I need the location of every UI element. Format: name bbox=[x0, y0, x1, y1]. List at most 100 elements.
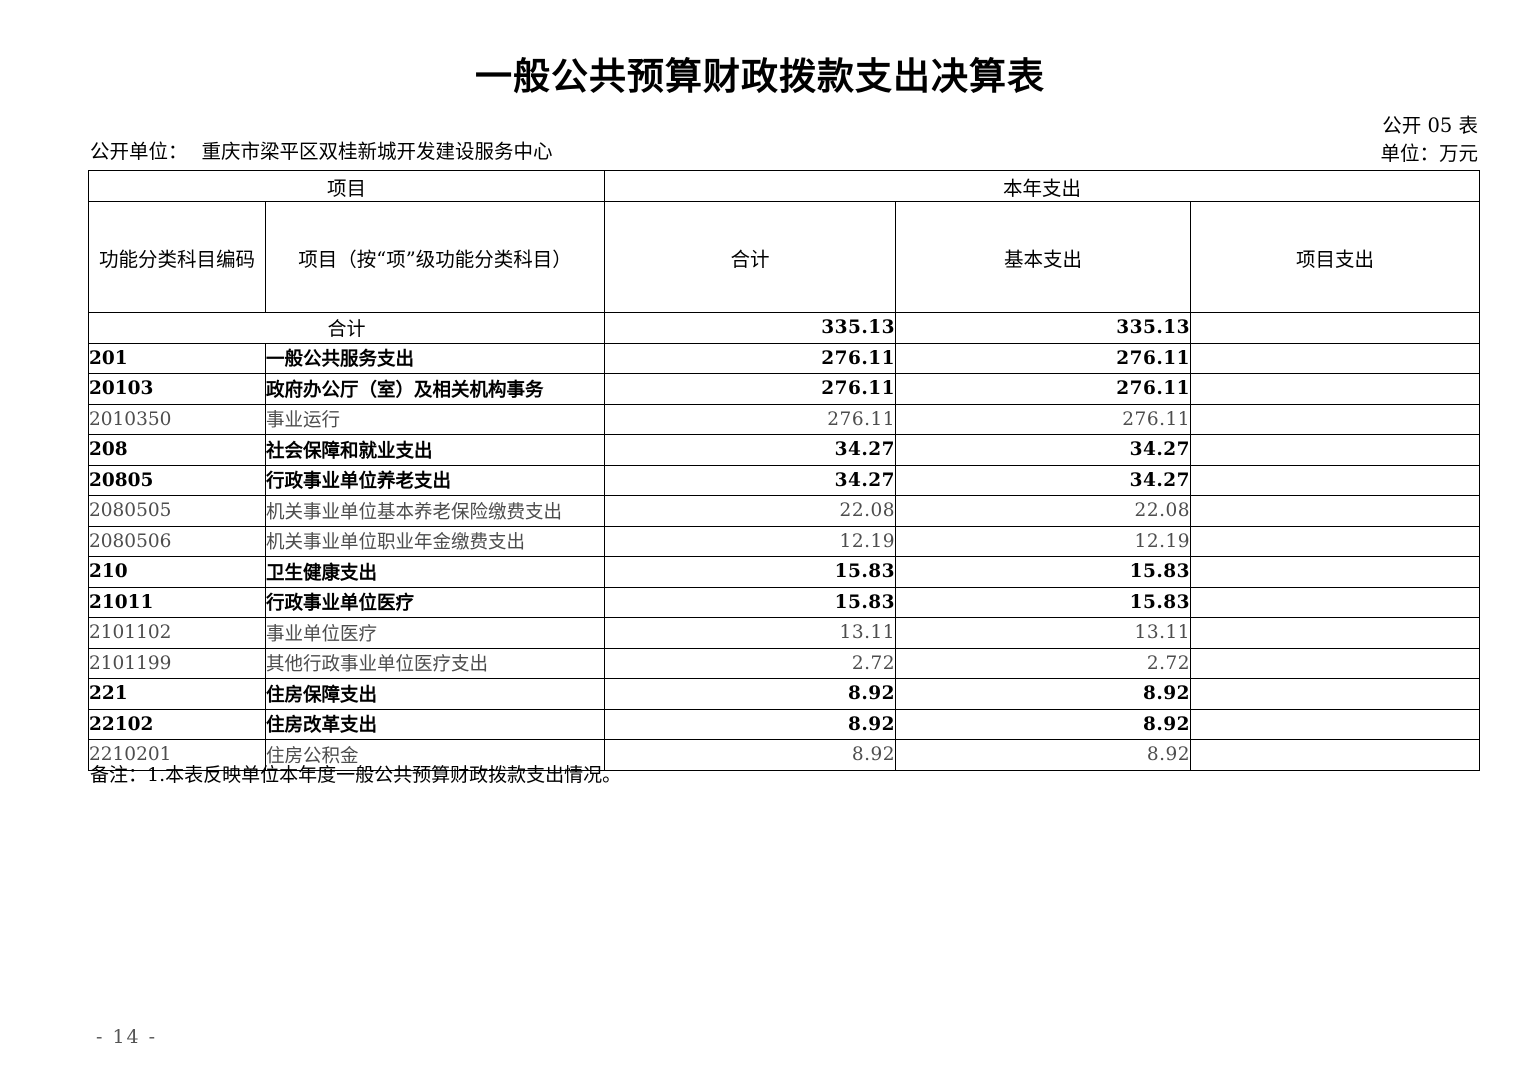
publisher-value: 重庆市梁平区双桂新城开发建设服务中心 bbox=[201, 140, 553, 163]
row-project bbox=[1190, 525, 1481, 557]
row-code: 21011 bbox=[88, 586, 266, 618]
expenditure-table: 项目 本年支出 功能分类科目编码 项目（按“项”级功能分类科目） 合计 基本支出… bbox=[87, 170, 1481, 771]
publisher-line: 公开单位： 重庆市梁平区双桂新城开发建设服务中心 bbox=[90, 139, 553, 165]
row-basic: 276.11 bbox=[895, 373, 1192, 405]
row-project bbox=[1190, 342, 1481, 374]
row-project bbox=[1190, 373, 1481, 405]
total-row-project bbox=[1190, 312, 1481, 344]
table-row: 22102 住房改革支出 8.92 8.92 bbox=[88, 708, 1481, 740]
row-basic: 22.08 bbox=[895, 495, 1192, 527]
row-basic: 15.83 bbox=[895, 556, 1192, 588]
table-row: 2010350 事业运行 276.11 276.11 bbox=[88, 403, 1481, 435]
row-project bbox=[1190, 464, 1481, 496]
group-header-project: 项目 bbox=[87, 170, 606, 202]
row-total: 15.83 bbox=[604, 586, 897, 618]
row-total: 8.92 bbox=[604, 708, 897, 740]
row-code: 20805 bbox=[88, 464, 266, 496]
row-total: 276.11 bbox=[604, 373, 897, 405]
row-basic: 8.92 bbox=[895, 708, 1192, 740]
row-code: 210 bbox=[88, 556, 266, 588]
column-header-project: 项目支出 bbox=[1190, 201, 1481, 313]
row-project bbox=[1190, 617, 1481, 649]
row-name: 事业运行 bbox=[264, 403, 606, 435]
row-name: 机关事业单位基本养老保险缴费支出 bbox=[264, 495, 606, 527]
total-row-total: 335.13 bbox=[604, 312, 897, 344]
table-row: 210 卫生健康支出 15.83 15.83 bbox=[88, 556, 1481, 588]
total-row-label: 合计 bbox=[87, 312, 606, 344]
table-group-header-row: 项目 本年支出 bbox=[87, 170, 1481, 202]
page-title: 一般公共预算财政拨款支出决算表 bbox=[475, 54, 1045, 98]
row-total: 276.11 bbox=[604, 342, 897, 374]
table-row: 2210201 住房公积金 8.92 8.92 bbox=[88, 739, 1481, 771]
table-row: 201 一般公共服务支出 276.11 276.11 bbox=[88, 342, 1481, 374]
table-column-header-row: 功能分类科目编码 项目（按“项”级功能分类科目） 合计 基本支出 项目支出 bbox=[88, 201, 1481, 313]
row-project bbox=[1190, 403, 1481, 435]
row-name: 机关事业单位职业年金缴费支出 bbox=[264, 525, 606, 557]
row-project bbox=[1190, 495, 1481, 527]
row-name: 事业单位医疗 bbox=[264, 617, 606, 649]
form-number: 公开 05 表 bbox=[1382, 114, 1478, 137]
table-row: 2101199 其他行政事业单位医疗支出 2.72 2.72 bbox=[88, 647, 1481, 679]
row-code: 2080505 bbox=[88, 495, 266, 527]
row-total: 12.19 bbox=[604, 525, 897, 557]
row-basic: 8.92 bbox=[895, 678, 1192, 710]
row-project bbox=[1190, 678, 1481, 710]
row-code: 22102 bbox=[88, 708, 266, 740]
table-row: 221 住房保障支出 8.92 8.92 bbox=[88, 678, 1481, 710]
row-total: 2.72 bbox=[604, 647, 897, 679]
row-basic: 15.83 bbox=[895, 586, 1192, 618]
row-project bbox=[1190, 586, 1481, 618]
row-project bbox=[1190, 647, 1481, 679]
row-name: 住房公积金 bbox=[264, 739, 606, 771]
table-row: 208 社会保障和就业支出 34.27 34.27 bbox=[88, 434, 1481, 466]
row-code: 201 bbox=[88, 342, 266, 374]
row-total: 276.11 bbox=[604, 403, 897, 435]
column-header-total: 合计 bbox=[604, 201, 897, 313]
row-total: 15.83 bbox=[604, 556, 897, 588]
total-row-basic: 335.13 bbox=[895, 312, 1192, 344]
row-total: 22.08 bbox=[604, 495, 897, 527]
row-name: 社会保障和就业支出 bbox=[264, 434, 606, 466]
table-row: 2080506 机关事业单位职业年金缴费支出 12.19 12.19 bbox=[88, 525, 1481, 557]
unit-note: 单位：万元 bbox=[1380, 142, 1478, 165]
column-header-basic: 基本支出 bbox=[895, 201, 1192, 313]
row-project bbox=[1190, 434, 1481, 466]
row-basic: 276.11 bbox=[895, 403, 1192, 435]
row-name: 行政事业单位医疗 bbox=[264, 586, 606, 618]
column-header-code: 功能分类科目编码 bbox=[88, 201, 266, 313]
publisher-label: 公开单位： bbox=[90, 140, 188, 163]
row-project bbox=[1190, 556, 1481, 588]
row-code: 2101199 bbox=[88, 647, 266, 679]
row-code: 221 bbox=[88, 678, 266, 710]
row-name: 行政事业单位养老支出 bbox=[264, 464, 606, 496]
column-header-item: 项目（按“项”级功能分类科目） bbox=[264, 201, 606, 313]
table-row: 2101102 事业单位医疗 13.11 13.11 bbox=[88, 617, 1481, 649]
row-project bbox=[1190, 739, 1481, 771]
row-basic: 276.11 bbox=[895, 342, 1192, 374]
table-row: 2080505 机关事业单位基本养老保险缴费支出 22.08 22.08 bbox=[88, 495, 1481, 527]
row-code: 2010350 bbox=[88, 403, 266, 435]
row-basic: 8.92 bbox=[895, 739, 1192, 771]
row-basic: 13.11 bbox=[895, 617, 1192, 649]
row-name: 卫生健康支出 bbox=[264, 556, 606, 588]
row-code: 208 bbox=[88, 434, 266, 466]
row-basic: 34.27 bbox=[895, 434, 1192, 466]
table-footnote: 备注：1.本表反映单位本年度一般公共预算财政拨款支出情况。 bbox=[90, 764, 622, 786]
row-code: 2101102 bbox=[88, 617, 266, 649]
table-row-total: 合计 335.13 335.13 bbox=[87, 312, 1481, 344]
row-name: 住房保障支出 bbox=[264, 678, 606, 710]
row-total: 13.11 bbox=[604, 617, 897, 649]
row-name: 其他行政事业单位医疗支出 bbox=[264, 647, 606, 679]
row-total: 8.92 bbox=[604, 739, 897, 771]
table-row: 20103 政府办公厅（室）及相关机构事务 276.11 276.11 bbox=[88, 373, 1481, 405]
table-row: 20805 行政事业单位养老支出 34.27 34.27 bbox=[88, 464, 1481, 496]
table-row: 21011 行政事业单位医疗 15.83 15.83 bbox=[88, 586, 1481, 618]
row-basic: 34.27 bbox=[895, 464, 1192, 496]
row-name: 政府办公厅（室）及相关机构事务 bbox=[264, 373, 606, 405]
expenditure-table-wrapper: 项目 本年支出 功能分类科目编码 项目（按“项”级功能分类科目） 合计 基本支出… bbox=[87, 170, 1481, 771]
row-basic: 12.19 bbox=[895, 525, 1192, 557]
row-code: 20103 bbox=[88, 373, 266, 405]
row-total: 8.92 bbox=[604, 678, 897, 710]
page-number: - 14 - bbox=[96, 1026, 158, 1048]
